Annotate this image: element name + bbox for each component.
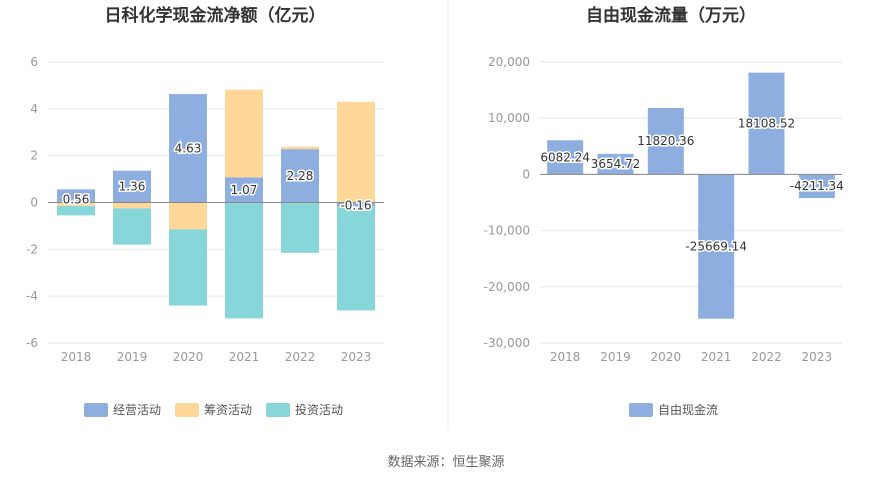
legend-label: 自由现金流	[658, 402, 718, 417]
bar-经营活动-2022	[281, 149, 319, 203]
data-label: 11820.36	[637, 134, 694, 148]
data-label: -25669.14	[685, 240, 747, 254]
x-tick-label: 2019	[117, 350, 148, 364]
data-label: 1.36	[119, 180, 146, 194]
y-tick-label: -20,000	[484, 280, 530, 294]
data-label: 1.07	[231, 183, 258, 197]
x-tick-label: 2022	[751, 350, 782, 364]
free-cashflow-chart: 自由现金流量（万元） -30,000 -20,000 -10,000 0 10,000 2…	[484, 5, 845, 417]
bar-筹资活动-2019	[113, 202, 151, 209]
x-tick-label: 2021	[229, 350, 260, 364]
legend-swatch	[266, 403, 290, 417]
y-tick-label: -4	[26, 289, 38, 303]
y-tick-label: 4	[30, 102, 38, 116]
data-label: 6082.24	[540, 150, 590, 164]
bar-自由现金流-2019	[597, 153, 634, 175]
bar-筹资活动-2022	[281, 146, 319, 150]
bar-自由现金流-2020	[647, 107, 684, 175]
bar-经营活动-2018	[57, 189, 95, 203]
x-tick-label: 2020	[173, 350, 204, 364]
y-tick-label: 20,000	[488, 55, 530, 69]
legend-swatch	[175, 403, 199, 417]
cashflow-chart-title: 日科化学现金流净额（亿元）	[105, 5, 326, 26]
cashflow-net-chart: 日科化学现金流净额（亿元） -6 -4 -2 0 2 4 6 2018 2019 2020 202…	[26, 5, 384, 417]
y-tick-label: 2	[30, 149, 38, 163]
data-label: 4.63	[175, 141, 202, 155]
y-tick-label: 0	[522, 167, 530, 181]
bar-经营活动-2023	[337, 202, 375, 207]
x-tick-label: 2023	[802, 350, 833, 364]
bar-投资活动-2018	[57, 206, 95, 216]
bar-经营活动-2020	[169, 94, 207, 203]
y-tick-label: -6	[26, 336, 38, 350]
bar-投资活动-2020	[169, 229, 207, 306]
legend-swatch	[629, 403, 653, 417]
y-tick-label: -10,000	[484, 224, 530, 238]
bar-经营活动-2019	[113, 170, 151, 203]
bar-自由现金流-2023	[798, 174, 835, 199]
data-label: -0.16	[340, 199, 371, 213]
x-tick-label: 2018	[61, 350, 92, 364]
data-label: -4211.34	[790, 179, 844, 193]
y-tick-label: 6	[30, 55, 38, 69]
bar-投资活动-2023	[337, 206, 375, 311]
x-tick-label: 2023	[341, 350, 372, 364]
y-tick-label: -30,000	[484, 336, 530, 350]
x-tick-label: 2021	[701, 350, 732, 364]
bar-筹资活动-2020	[169, 202, 207, 230]
bar-筹资活动-2021	[225, 89, 263, 178]
bar-筹资活动-2018	[57, 202, 95, 207]
x-tick-label: 2018	[550, 350, 581, 364]
data-label: 0.56	[63, 193, 90, 207]
bar-自由现金流-2021	[698, 174, 735, 319]
free-cashflow-chart-title: 自由现金流量（万元）	[586, 5, 756, 26]
bar-自由现金流-2018	[547, 140, 584, 175]
bar-投资活动-2021	[225, 202, 263, 319]
data-label: 18108.52	[738, 117, 795, 131]
y-tick-label: 0	[30, 196, 38, 210]
y-tick-label: 10,000	[488, 111, 530, 125]
bar-经营活动-2021	[225, 177, 263, 203]
free-cashflow-legend: 自由现金流	[629, 402, 718, 417]
legend-label: 投资活动	[295, 402, 343, 417]
data-source: 数据来源：恒生聚源	[387, 455, 504, 470]
y-tick-label: -2	[26, 242, 38, 256]
x-tick-label: 2022	[285, 350, 316, 364]
legend-label: 经营活动	[113, 403, 161, 417]
data-label: 3654.72	[591, 157, 641, 171]
x-tick-label: 2020	[651, 350, 682, 364]
legend-label: 筹资活动	[204, 403, 252, 417]
x-tick-label: 2019	[600, 350, 631, 364]
bar-投资活动-2019	[113, 208, 151, 245]
bar-自由现金流-2022	[748, 72, 785, 175]
bar-筹资活动-2023	[337, 101, 375, 203]
data-label: 2.28	[287, 169, 314, 183]
bar-投资活动-2022	[281, 202, 319, 253]
legend-swatch	[84, 403, 108, 417]
cashflow-legend: 经营活动 筹资活动 投资活动	[84, 402, 343, 417]
